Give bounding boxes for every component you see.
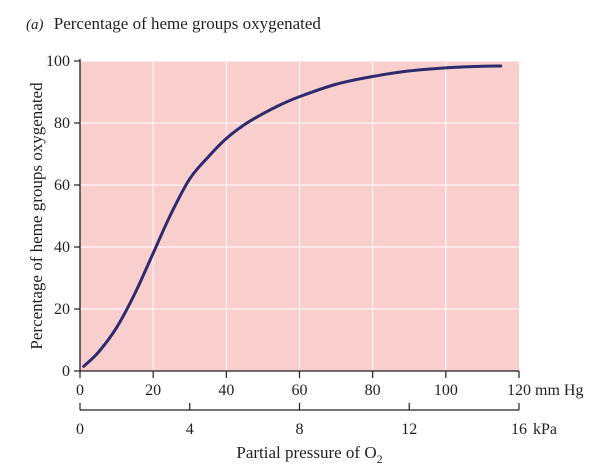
- x-tick-label: 60: [292, 382, 308, 399]
- x-axis-label-subscript: 2: [377, 452, 383, 466]
- axes-layer: 0 20 40 60 80 100 0 20 40 60 80 100 120 0 4 8 12 16: [46, 53, 531, 438]
- x-tick-label: 100: [434, 382, 458, 399]
- kpa-tick-label: 4: [186, 421, 194, 438]
- x-tick-label: 0: [76, 382, 84, 399]
- x-tick-label: 80: [365, 382, 381, 399]
- kpa-tick-label: 16: [511, 421, 527, 438]
- y-tick-label: 20: [54, 301, 70, 318]
- x-tick-label: 120: [507, 382, 531, 399]
- series-line: [82, 64, 503, 368]
- y-tick-label: 60: [54, 177, 70, 194]
- chart-title-text: Percentage of heme groups oxygenated: [53, 14, 321, 33]
- x-axis-label-text: Partial pressure of O: [236, 443, 376, 462]
- kpa-tick-label: 12: [401, 421, 417, 438]
- y-tick-label: 40: [54, 239, 70, 256]
- kpa-unit-label: kPa: [533, 421, 557, 438]
- y-axis-label: Percentage of heme groups oxygenated: [27, 82, 46, 350]
- y-tick-label: 80: [54, 115, 70, 132]
- panel-label: (a): [26, 17, 44, 33]
- x-axis-label: Partial pressure of O2: [236, 443, 382, 466]
- x-tick-label: 40: [218, 382, 234, 399]
- x-unit-label: mm Hg: [535, 382, 583, 399]
- kpa-tick-label: 0: [76, 421, 84, 438]
- grid-layer: [80, 60, 519, 371]
- y-tick-label: 0: [62, 363, 70, 380]
- chart-title: (a) Percentage of heme groups oxygenated: [26, 14, 321, 34]
- y-tick-label: 100: [46, 53, 70, 70]
- x-tick-label: 20: [145, 382, 161, 399]
- kpa-tick-label: 8: [296, 421, 304, 438]
